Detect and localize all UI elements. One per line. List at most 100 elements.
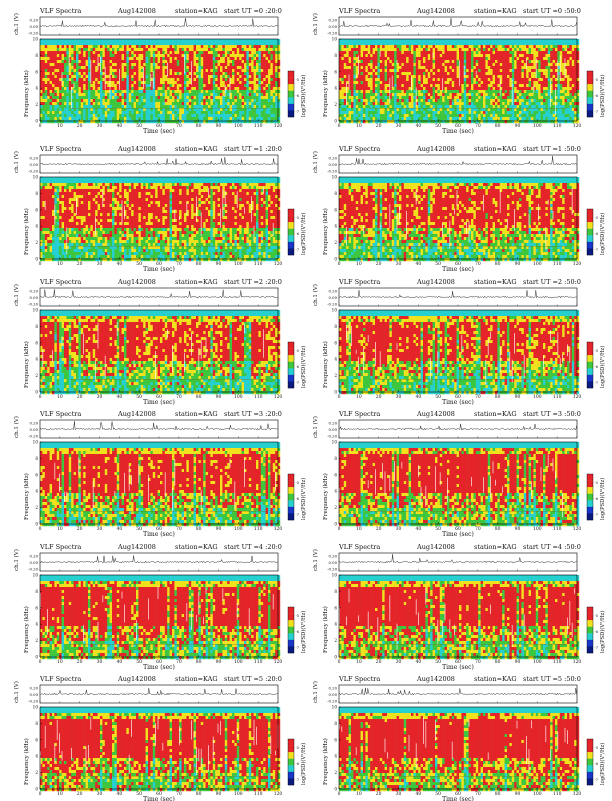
time-tick-label: 120 — [573, 123, 582, 129]
time-tick-label: 110 — [553, 526, 562, 532]
header-station: station=KAG — [474, 278, 517, 286]
freq-tick-label: 8 — [334, 191, 337, 196]
freq-tick-label: 4 — [35, 357, 38, 362]
colorbar-label: log(PSD)(V²/Hz) — [300, 478, 307, 520]
time-tick-label: 0 — [338, 123, 341, 129]
time-tick-label: 100 — [533, 123, 542, 129]
ch-tick-label: 0.00 — [329, 295, 338, 300]
colorbar-tick-label: -5 — [595, 216, 599, 220]
time-tick-label: 40 — [116, 394, 122, 400]
ch-tick-label: -0.20 — [28, 302, 38, 307]
time-tick-label: 30 — [396, 261, 402, 267]
freq-tick-label: 8 — [35, 456, 38, 461]
frequency-axis-label: Frequency (kHz) — [23, 606, 30, 653]
time-tick-label: 110 — [254, 261, 263, 267]
ch-tick-label: -0.20 — [28, 169, 38, 174]
header-date: Aug142008 — [117, 410, 156, 418]
ch-tick-label: -0.20 — [327, 699, 337, 704]
colorbar-tick-label: -7 — [595, 778, 599, 782]
colorbar-label: log(PSD)(V²/Hz) — [599, 213, 606, 255]
time-tick-label: 30 — [97, 526, 103, 532]
time-tick-label: 120 — [274, 526, 283, 532]
header-start-time: start UT =4 :20:0 — [224, 543, 282, 551]
time-tick-label: 100 — [234, 526, 243, 532]
colorbar-tick-label: -7 — [595, 248, 599, 252]
spectrogram-image — [339, 575, 579, 659]
time-tick-label: 30 — [97, 394, 103, 400]
colorbar-tick-label: -6 — [595, 497, 599, 501]
time-tick-label: 20 — [376, 261, 382, 267]
header-start-time: start UT =4 :50:0 — [523, 543, 581, 551]
colorbar-tick-label: -5 — [595, 78, 599, 82]
ch-tick-label: 0.20 — [329, 289, 338, 294]
ch-axis-label: ch.1 (V) — [312, 13, 319, 35]
colorbar-tick-label: -7 — [595, 381, 599, 385]
time-tick-label: 80 — [196, 526, 202, 532]
freq-tick-label: 10 — [33, 175, 39, 180]
freq-tick-label: 2 — [35, 373, 38, 378]
time-tick-label: 30 — [396, 659, 402, 665]
header-station: station=KAG — [175, 410, 218, 418]
time-tick-label: 70 — [475, 394, 481, 400]
time-tick-label: 90 — [216, 526, 222, 532]
time-tick-label: 100 — [234, 261, 243, 267]
header-title: VLF Spectra — [338, 7, 380, 15]
spectrogram-image — [40, 310, 280, 394]
time-axis-label: Time (sec) — [143, 128, 175, 135]
colorbar-tick-label: -5 — [595, 481, 599, 485]
freq-tick-label: 6 — [35, 207, 38, 212]
freq-tick-label: 2 — [35, 638, 38, 643]
freq-tick-label: 0 — [35, 522, 38, 527]
header-station: station=KAG — [474, 410, 517, 418]
freq-tick-label: 2 — [334, 505, 337, 510]
freq-tick-label: 2 — [35, 505, 38, 510]
freq-tick-label: 0 — [35, 257, 38, 262]
ch-axis-label: ch.1 (V) — [312, 284, 319, 306]
time-tick-label: 50 — [136, 123, 142, 129]
colorbar-tick-label: -7 — [296, 110, 300, 114]
ch-tick-label: -0.20 — [28, 567, 38, 572]
time-tick-label: 90 — [515, 526, 521, 532]
spectrogram-image — [339, 442, 579, 526]
spectrogram-image — [40, 39, 280, 123]
time-axis-label: Time (sec) — [143, 796, 175, 801]
freq-tick-label: 4 — [334, 754, 337, 759]
ch-tick-label: 0.20 — [329, 554, 338, 559]
colorbar — [587, 607, 593, 653]
freq-tick-label: 4 — [35, 754, 38, 759]
time-tick-label: 80 — [196, 394, 202, 400]
time-tick-label: 70 — [475, 659, 481, 665]
colorbar — [288, 607, 294, 653]
time-axis-label: Time (sec) — [442, 796, 474, 801]
colorbar — [587, 71, 593, 117]
time-tick-label: 100 — [533, 394, 542, 400]
ch-axis-label: ch.1 (V) — [13, 681, 20, 703]
freq-tick-label: 8 — [35, 589, 38, 594]
colorbar-tick-label: -6 — [595, 630, 599, 634]
time-tick-label: 20 — [77, 261, 83, 267]
freq-tick-label: 2 — [35, 240, 38, 245]
freq-tick-label: 2 — [334, 638, 337, 643]
time-tick-label: 90 — [216, 394, 222, 400]
freq-tick-label: 0 — [334, 655, 337, 660]
frequency-axis-label: Frequency (kHz) — [322, 606, 329, 653]
time-tick-label: 120 — [274, 394, 283, 400]
header-title: VLF Spectra — [338, 410, 380, 418]
freq-tick-label: 6 — [35, 69, 38, 74]
colorbar-tick-label: -6 — [595, 762, 599, 766]
time-tick-label: 20 — [376, 659, 382, 665]
ch-axis-label: ch.1 (V) — [13, 549, 20, 571]
header-title: VLF Spectra — [39, 543, 81, 551]
colorbar-tick-label: -6 — [296, 497, 300, 501]
ch-tick-label: 0.20 — [30, 156, 39, 161]
time-tick-label: 110 — [254, 394, 263, 400]
colorbar-label: log(PSD)(V²/Hz) — [599, 478, 606, 520]
